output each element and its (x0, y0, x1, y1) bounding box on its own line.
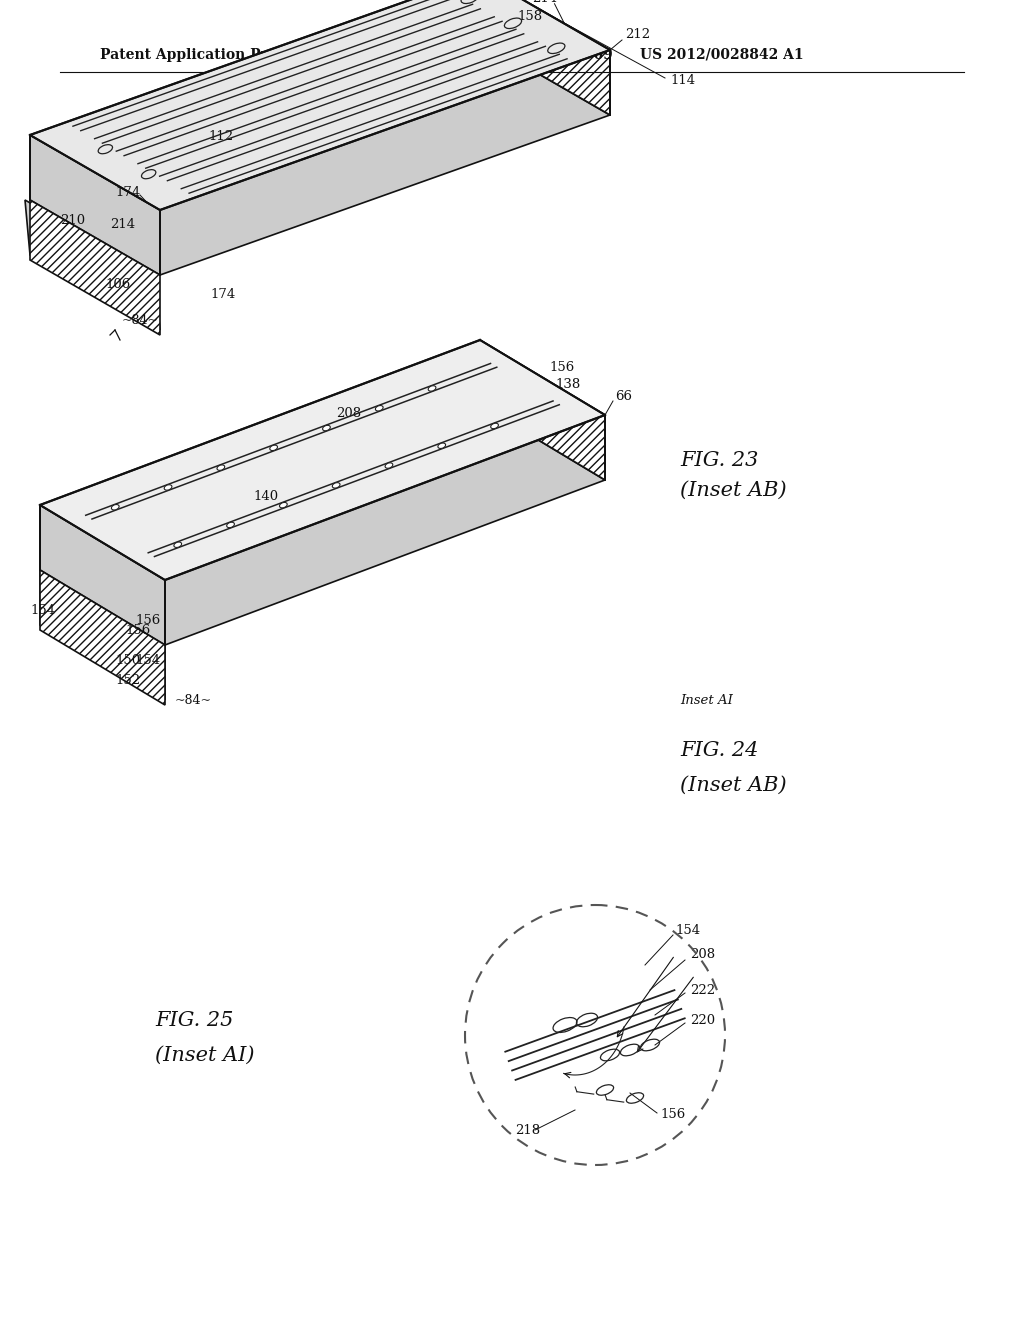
Polygon shape (30, 201, 160, 335)
Text: 208: 208 (690, 949, 715, 961)
Polygon shape (30, 135, 160, 275)
Polygon shape (30, 0, 610, 210)
Text: Feb. 2, 2012: Feb. 2, 2012 (370, 48, 465, 62)
Ellipse shape (226, 523, 234, 528)
Text: 208: 208 (337, 407, 361, 420)
Text: (Inset AB): (Inset AB) (680, 776, 786, 795)
Ellipse shape (98, 145, 113, 153)
Text: 156: 156 (550, 360, 575, 374)
Text: (Inset AB): (Inset AB) (680, 480, 786, 499)
Ellipse shape (385, 463, 393, 469)
Ellipse shape (461, 0, 478, 4)
Text: Patent Application Publication: Patent Application Publication (100, 48, 340, 62)
Text: 174: 174 (115, 186, 140, 198)
Text: 174: 174 (210, 289, 236, 301)
Text: 106: 106 (105, 279, 130, 292)
Ellipse shape (548, 44, 565, 54)
Ellipse shape (376, 405, 383, 411)
Text: 156: 156 (660, 1109, 685, 1122)
Ellipse shape (164, 484, 172, 490)
Text: US 2012/0028842 A1: US 2012/0028842 A1 (640, 48, 804, 62)
Text: 114: 114 (670, 74, 695, 87)
Polygon shape (480, 341, 605, 480)
Text: 214: 214 (531, 0, 557, 5)
Text: ~84~: ~84~ (122, 314, 159, 326)
Polygon shape (40, 570, 165, 705)
Ellipse shape (280, 503, 287, 508)
Ellipse shape (269, 445, 278, 450)
Text: 140: 140 (254, 490, 279, 503)
Text: 212: 212 (625, 29, 650, 41)
Text: FIG. 24: FIG. 24 (680, 741, 759, 759)
Text: 220: 220 (690, 1014, 715, 1027)
Text: 150: 150 (115, 653, 140, 667)
Text: 214: 214 (110, 219, 135, 231)
Polygon shape (40, 506, 165, 645)
Ellipse shape (217, 465, 224, 470)
Ellipse shape (428, 385, 436, 391)
Text: Sheet 19 of 69: Sheet 19 of 69 (500, 48, 612, 62)
Polygon shape (40, 570, 165, 700)
Polygon shape (40, 341, 605, 579)
Text: ~84~: ~84~ (175, 693, 212, 706)
Text: 66: 66 (615, 391, 632, 404)
Text: FIG. 23: FIG. 23 (680, 450, 759, 470)
Text: 218: 218 (515, 1123, 540, 1137)
Ellipse shape (333, 483, 340, 488)
Polygon shape (480, 0, 610, 115)
Text: 138: 138 (555, 379, 581, 392)
Ellipse shape (112, 504, 119, 510)
Polygon shape (40, 405, 605, 645)
Polygon shape (25, 201, 160, 330)
Text: 154: 154 (30, 603, 55, 616)
Ellipse shape (438, 444, 445, 449)
Text: Inset AI: Inset AI (680, 693, 733, 706)
Text: 156: 156 (125, 623, 151, 636)
Text: (Inset AI): (Inset AI) (155, 1045, 255, 1064)
Text: 210: 210 (60, 214, 85, 227)
Ellipse shape (174, 543, 181, 548)
Ellipse shape (505, 18, 521, 29)
Ellipse shape (323, 425, 331, 430)
Polygon shape (30, 40, 610, 275)
Text: 154: 154 (675, 924, 700, 936)
Text: 154: 154 (135, 653, 160, 667)
Text: 112: 112 (208, 129, 233, 143)
Text: 152: 152 (115, 673, 140, 686)
Ellipse shape (490, 424, 499, 429)
Ellipse shape (141, 170, 156, 178)
Text: 156: 156 (135, 614, 160, 627)
Text: 158: 158 (517, 9, 543, 22)
Text: 222: 222 (690, 983, 715, 997)
Text: FIG. 25: FIG. 25 (155, 1011, 233, 1030)
